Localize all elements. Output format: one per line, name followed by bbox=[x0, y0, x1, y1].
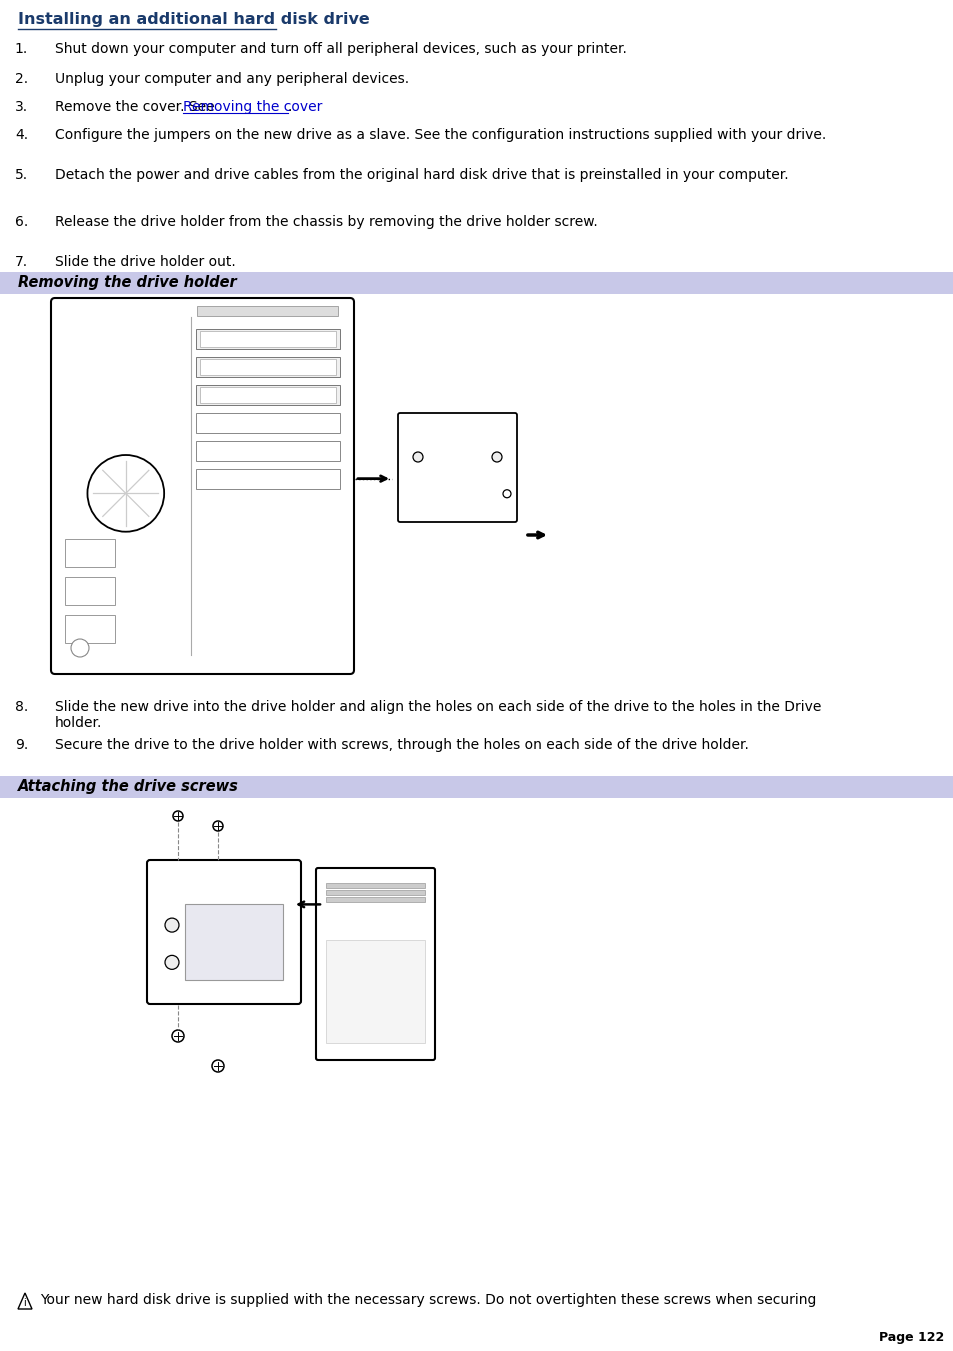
Bar bbox=[199, 386, 335, 403]
Text: 4.: 4. bbox=[15, 128, 28, 142]
Text: Release the drive holder from the chassis by removing the drive holder screw.: Release the drive holder from the chassi… bbox=[55, 215, 598, 230]
Text: Shut down your computer and turn off all peripheral devices, such as your printe: Shut down your computer and turn off all… bbox=[55, 42, 626, 55]
Text: Remove the cover. See: Remove the cover. See bbox=[55, 100, 219, 113]
FancyBboxPatch shape bbox=[51, 299, 354, 674]
Text: 5.: 5. bbox=[15, 168, 28, 182]
Text: Slide the drive holder out.: Slide the drive holder out. bbox=[55, 255, 235, 269]
Text: Removing the cover: Removing the cover bbox=[183, 100, 322, 113]
Text: .: . bbox=[288, 100, 292, 113]
Bar bbox=[199, 331, 335, 347]
Text: 2.: 2. bbox=[15, 72, 28, 86]
Bar bbox=[0, 272, 953, 295]
Text: Unplug your computer and any peripheral devices.: Unplug your computer and any peripheral … bbox=[55, 72, 409, 86]
Circle shape bbox=[88, 455, 164, 532]
Text: Detach the power and drive cables from the original hard disk drive that is prei: Detach the power and drive cables from t… bbox=[55, 168, 788, 182]
Bar bbox=[195, 413, 339, 434]
Text: Configure the jumpers on the new drive as a slave. See the configuration instruc: Configure the jumpers on the new drive a… bbox=[55, 128, 825, 142]
Bar bbox=[195, 330, 339, 349]
Circle shape bbox=[172, 811, 183, 821]
Text: 9.: 9. bbox=[14, 738, 28, 753]
Text: 7.: 7. bbox=[15, 255, 28, 269]
Text: Slide the new drive into the drive holder and align the holes on each side of th: Slide the new drive into the drive holde… bbox=[55, 700, 821, 713]
Bar bbox=[195, 357, 339, 377]
Bar bbox=[195, 469, 339, 489]
Circle shape bbox=[492, 453, 501, 462]
Circle shape bbox=[165, 955, 179, 970]
Text: 8.: 8. bbox=[14, 700, 28, 713]
FancyBboxPatch shape bbox=[397, 413, 517, 521]
Bar bbox=[65, 615, 115, 643]
Bar bbox=[326, 939, 424, 1043]
Text: 6.: 6. bbox=[14, 215, 28, 230]
Bar bbox=[195, 440, 339, 461]
Text: i: i bbox=[24, 1298, 27, 1308]
Text: Your new hard disk drive is supplied with the necessary screws. Do not overtight: Your new hard disk drive is supplied wit… bbox=[40, 1293, 816, 1306]
Bar bbox=[326, 890, 424, 894]
Text: Secure the drive to the drive holder with screws, through the holes on each side: Secure the drive to the drive holder wit… bbox=[55, 738, 748, 753]
Text: 1.: 1. bbox=[14, 42, 28, 55]
Circle shape bbox=[172, 1029, 184, 1042]
Text: Installing an additional hard disk drive: Installing an additional hard disk drive bbox=[18, 12, 370, 27]
Circle shape bbox=[213, 821, 223, 831]
Bar bbox=[196, 305, 338, 316]
Circle shape bbox=[212, 1061, 224, 1071]
Text: Attaching the drive screws: Attaching the drive screws bbox=[18, 780, 238, 794]
Text: 3.: 3. bbox=[15, 100, 28, 113]
Bar bbox=[195, 385, 339, 405]
FancyBboxPatch shape bbox=[147, 861, 301, 1004]
Bar bbox=[65, 539, 115, 567]
Bar bbox=[326, 897, 424, 902]
Circle shape bbox=[502, 490, 511, 497]
Bar bbox=[199, 359, 335, 376]
Circle shape bbox=[165, 919, 179, 932]
Circle shape bbox=[71, 639, 89, 657]
Polygon shape bbox=[18, 1293, 32, 1309]
Bar bbox=[326, 884, 424, 888]
Bar bbox=[185, 904, 283, 981]
Circle shape bbox=[413, 453, 422, 462]
Bar bbox=[0, 775, 953, 798]
Bar bbox=[65, 577, 115, 605]
Text: Removing the drive holder: Removing the drive holder bbox=[18, 276, 236, 290]
FancyBboxPatch shape bbox=[315, 867, 435, 1061]
Text: Page 122: Page 122 bbox=[878, 1331, 943, 1344]
Text: holder.: holder. bbox=[55, 716, 102, 730]
